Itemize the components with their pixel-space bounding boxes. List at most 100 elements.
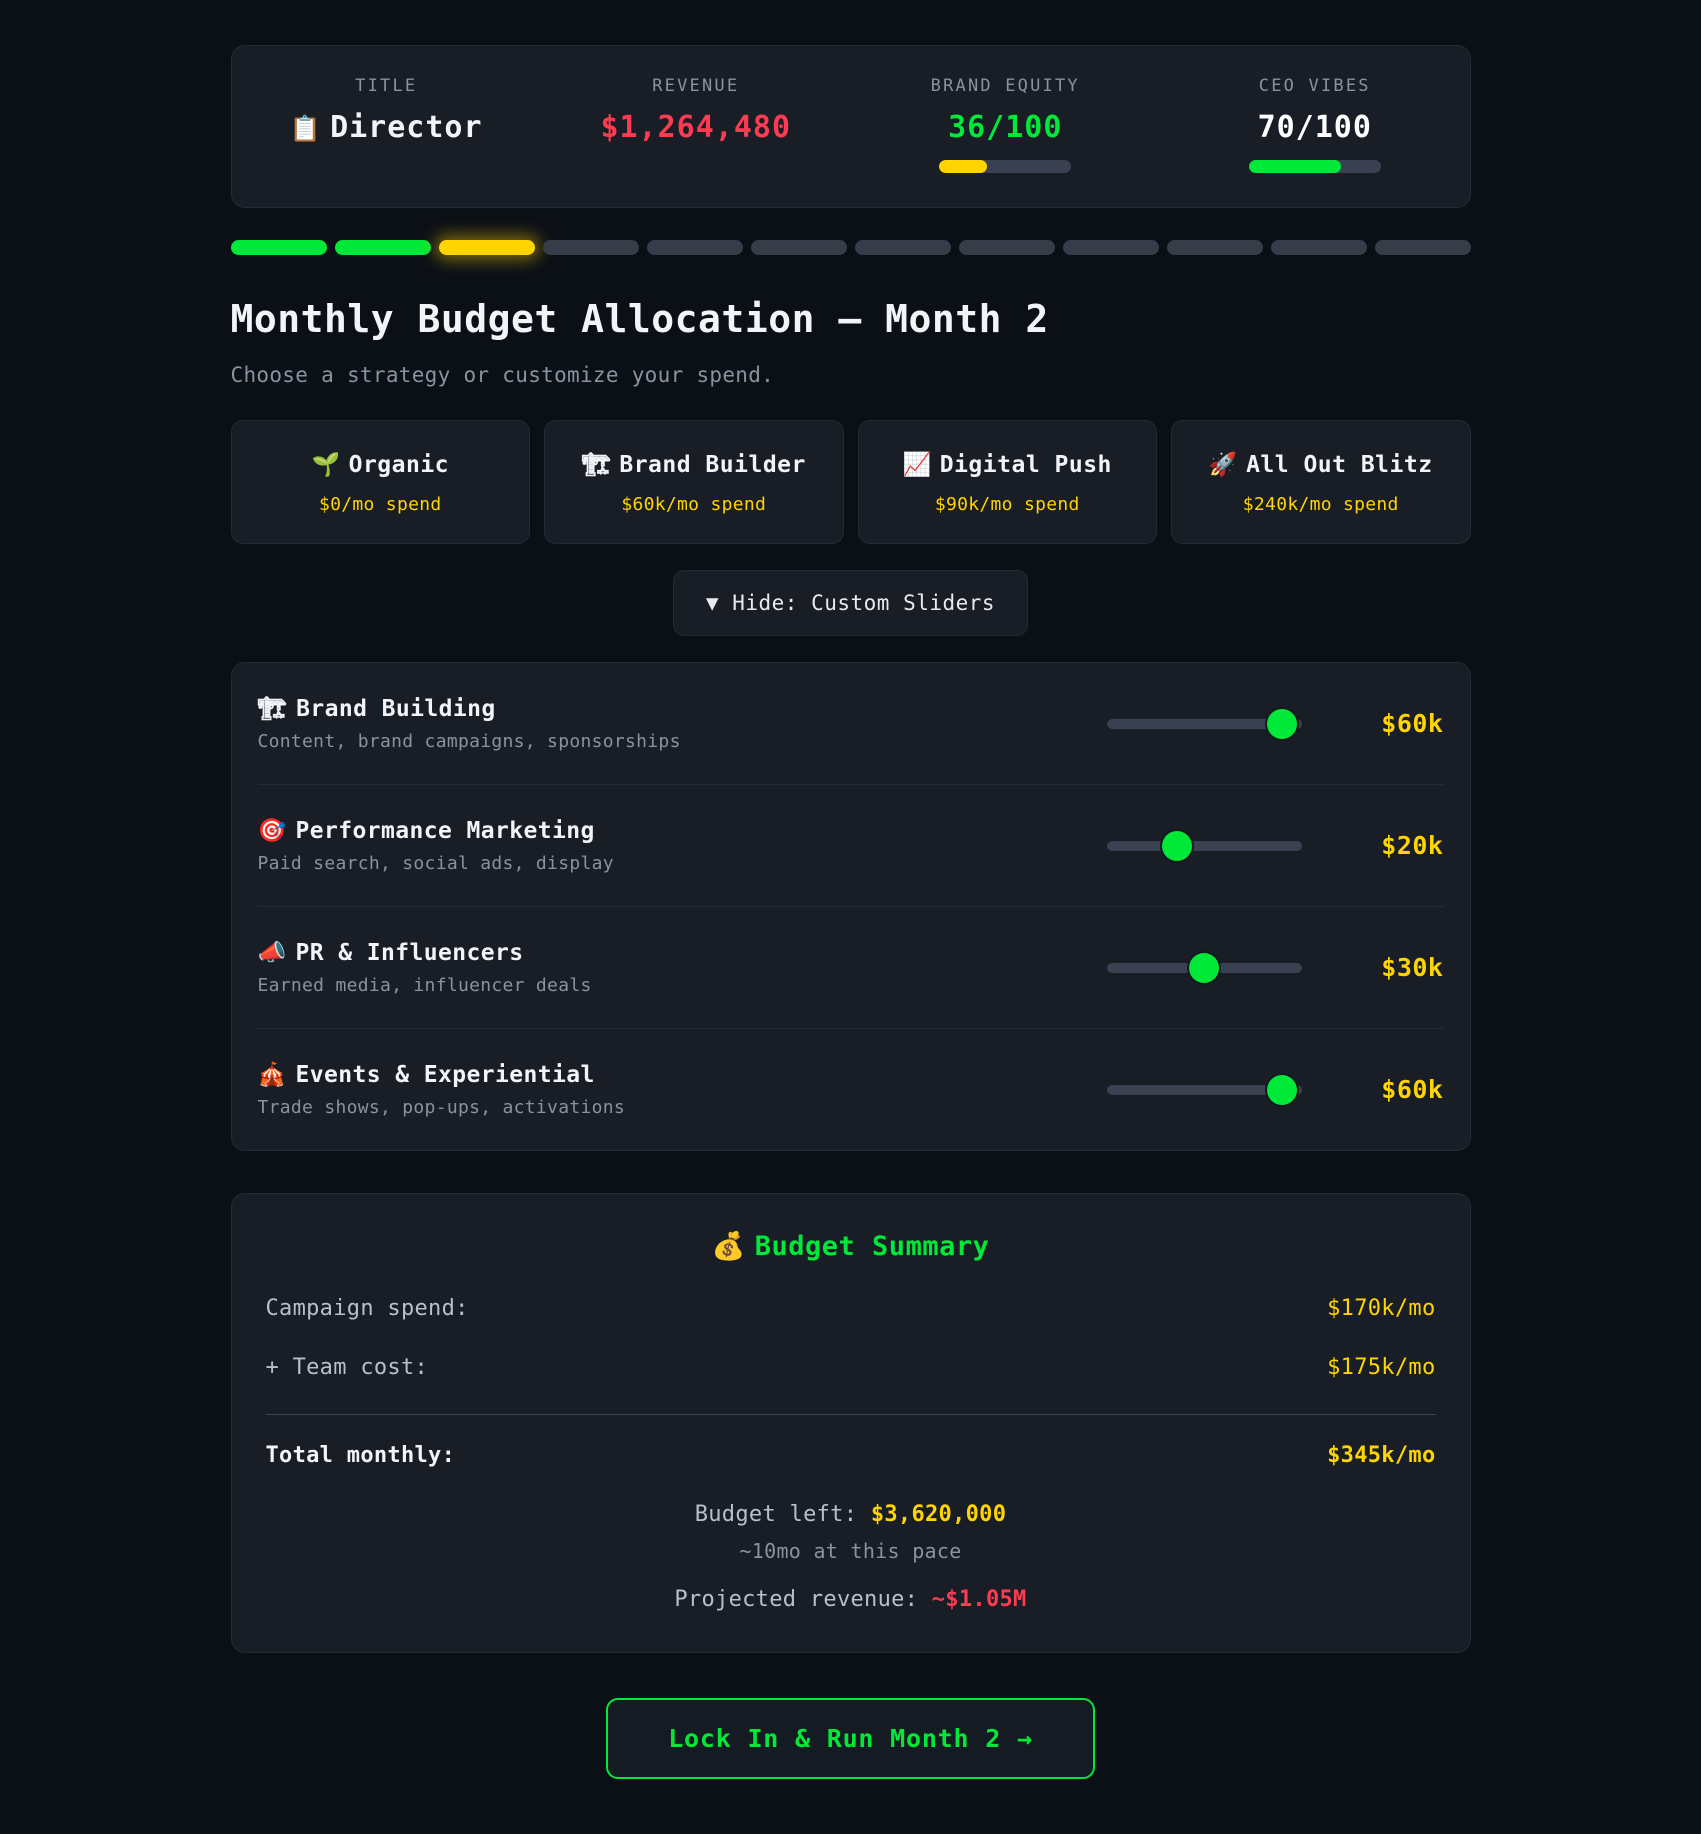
month-segment-2 [334,240,431,255]
budget-summary-title-text: Budget Summary [754,1231,990,1262]
slider-input[interactable] [1106,708,1302,739]
brand-equity-meter [939,160,1072,173]
budget-summary-footer: Budget left: $3,620,000 ~10mo at this pa… [266,1502,1436,1612]
strategy-icon: 🚀 [1208,452,1239,478]
strategy-name-text: Brand Builder [619,452,806,478]
strategy-icon: 🏗 [581,452,612,478]
month-progress-bar [230,240,1471,255]
month-segment-6 [750,240,847,255]
strategy-spend: $60k/mo spend [621,494,767,515]
budget-left-value: $3,620,000 [870,1502,1007,1527]
slider-category-icon: 🏗 [257,696,288,722]
budget-left-row: Budget left: $3,620,000 [266,1502,1436,1527]
projected-revenue-value: ~$1.05M [931,1587,1027,1612]
month-segment-7 [854,240,951,255]
strategy-card-digital-push[interactable]: 📈 Digital Push $90k/mo spend [857,420,1157,544]
strategy-card-brand-builder[interactable]: 🏗 Brand Builder $60k/mo spend [544,420,844,544]
slider-name-text: Brand Building [296,696,496,722]
page-title: Monthly Budget Allocation — Month 2 [230,297,1049,341]
stat-value-title: 📋 Director [232,110,542,145]
month-segment-10 [1166,240,1263,255]
month-segment-9 [1062,240,1159,255]
slider-description: Content, brand campaigns, sponsorships [257,731,681,752]
total-monthly-label: Total monthly: [265,1443,456,1468]
strategy-spend: $240k/mo spend [1242,494,1399,515]
slider-description: Earned media, influencer deals [257,975,592,996]
slider-category-icon: 🎯 [257,818,287,844]
slider-track [1106,1084,1302,1095]
stat-revenue: REVENUE $1,264,480 [541,76,851,173]
slider-row-brand-building: 🏗 Brand Building Content, brand campaigns,… [257,663,1444,785]
month-segment-4 [542,240,639,255]
slider-value: $30k [1381,953,1444,982]
stat-label-title: TITLE [355,76,418,96]
slider-track [1106,840,1302,851]
team-cost-value: $175k/mo [1327,1355,1436,1380]
slider-value: $60k [1381,1075,1444,1104]
slider-track [1106,718,1302,729]
budget-left-label: Budget left: [694,1502,858,1527]
stat-ceo-vibes: CEO VIBES 70/100 [1160,76,1470,173]
slider-row-performance-marketing: 🎯 Performance Marketing Paid search, socia… [257,785,1444,907]
slider-name-text: Performance Marketing [295,818,595,844]
page-root: TITLE 📋 Director REVENUE $1,264,480 BRAND… [230,0,1471,1834]
slider-thumb[interactable] [1267,708,1297,739]
month-segment-1 [230,240,327,255]
slider-description: Paid search, social ads, display [257,853,614,874]
custom-sliders-panel: 🏗 Brand Building Content, brand campaigns,… [230,662,1471,1151]
stat-value-brand-equity: 36/100 [948,110,1063,145]
month-segment-8 [958,240,1055,255]
strategy-card-organic[interactable]: 🌱 Organic $0/mo spend [230,420,530,544]
slider-thumb[interactable] [1267,1074,1297,1105]
campaign-spend-value: $170k/mo [1327,1296,1436,1321]
month-segment-3 [438,240,535,255]
slider-info: 🏗 Brand Building Content, brand campaigns,… [258,695,1107,752]
money-bag-icon: 💰 [711,1231,746,1262]
strategy-name: 🏗 Brand Builder [557,451,831,478]
toggle-custom-sliders-button[interactable]: ▼ Hide: Custom Sliders [672,570,1029,636]
slider-thumb[interactable] [1189,952,1219,983]
strategy-icon: 📈 [902,452,932,478]
campaign-spend-label: Campaign spend: [265,1296,469,1321]
stat-label-revenue: REVENUE [652,76,740,96]
clipboard-icon: 📋 [289,114,323,143]
stat-value-ceo-vibes: 70/100 [1257,110,1372,145]
lock-in-run-month-button[interactable]: Lock In & Run Month 2 → [606,1698,1095,1779]
toggle-sliders-row: ▼ Hide: Custom Sliders [231,570,1471,636]
slider-name-text: PR & Influencers [295,940,524,966]
slider-name: 🎪 Events & Experiential [258,1061,1107,1088]
slider-value: $60k [1381,709,1444,738]
strategy-name: 🚀 All Out Blitz [1184,451,1458,478]
total-monthly-value: $345k/mo [1327,1443,1436,1468]
slider-input[interactable] [1106,1074,1302,1105]
month-segment-12 [1374,240,1471,255]
slider-info: 📣 PR & Influencers Earned media, influence… [258,939,1107,996]
budget-summary-panel: 💰 Budget Summary Campaign spend: $170k/mo… [230,1193,1471,1653]
page-subtitle: Choose a strategy or customize your spen… [230,363,775,387]
stat-value-title-text: Director [330,110,483,145]
slider-row-pr-influencers: 📣 PR & Influencers Earned media, influence… [257,907,1444,1029]
projected-revenue-row: Projected revenue: ~$1.05M [266,1587,1436,1612]
summary-line-team: + Team cost: $175k/mo [266,1355,1436,1380]
summary-line-campaign: Campaign spend: $170k/mo [266,1296,1436,1321]
projected-revenue-label: Projected revenue: [674,1587,919,1612]
slider-input[interactable] [1106,830,1302,861]
strategy-name-text: Digital Push [939,452,1112,478]
slider-input[interactable] [1106,952,1302,983]
cta-row: Lock In & Run Month 2 → [231,1698,1471,1834]
slider-info: 🎪 Events & Experiential Trade shows, pop-u… [258,1061,1107,1118]
slider-category-icon: 🎪 [257,1062,287,1088]
stat-brand-equity: BRAND EQUITY 36/100 [851,76,1161,173]
ceo-vibes-meter [1248,160,1381,173]
ceo-vibes-meter-fill [1248,160,1342,173]
slider-thumb[interactable] [1161,830,1192,861]
strategy-options: 🌱 Organic $0/mo spend 🏗 Brand Builder $60k/mo… [230,420,1471,544]
strategy-card-all-out-blitz[interactable]: 🚀 All Out Blitz $240k/mo spend [1171,420,1471,544]
summary-line-total: Total monthly: $345k/mo [265,1414,1436,1468]
strategy-spend: $0/mo spend [318,494,442,515]
stat-label-brand-equity: BRAND EQUITY [930,76,1080,96]
strategy-spend: $90k/mo spend [934,494,1080,515]
stat-value-revenue: $1,264,480 [600,110,792,145]
month-segment-11 [1270,240,1367,255]
slider-description: Trade shows, pop-ups, activations [257,1097,626,1118]
